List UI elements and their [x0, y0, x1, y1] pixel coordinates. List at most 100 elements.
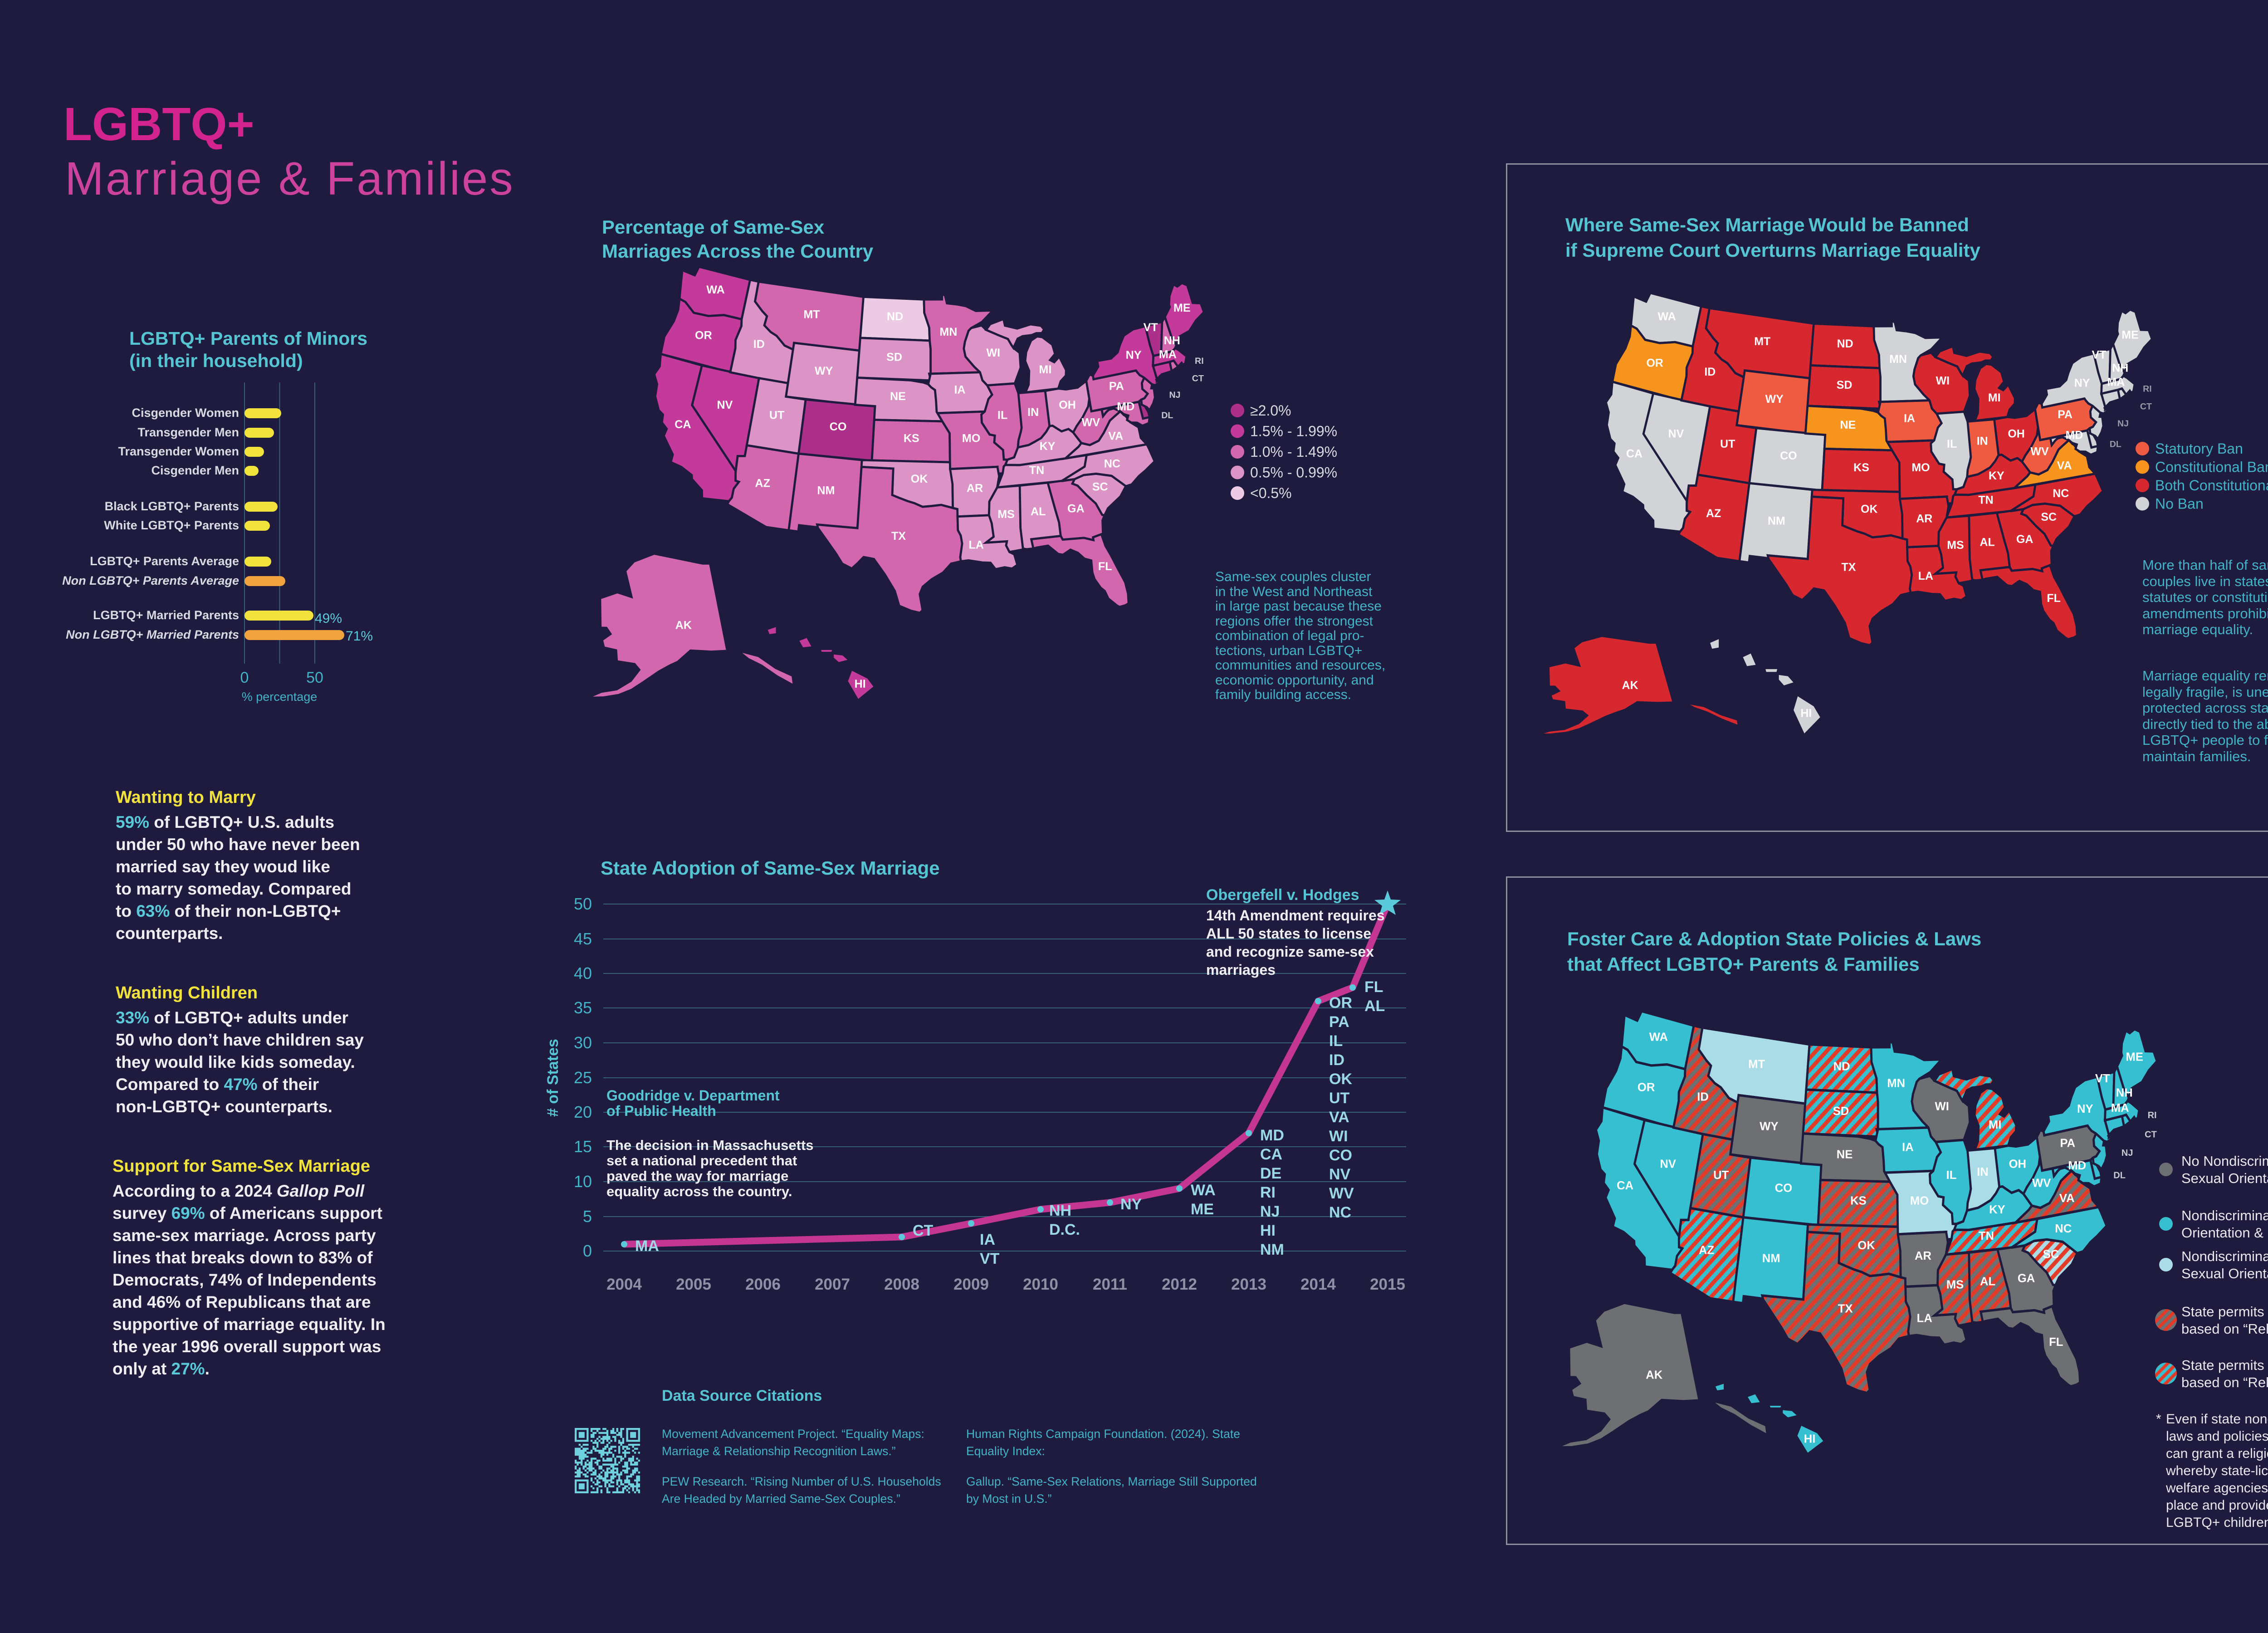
- svg-text:HI: HI: [1800, 707, 1812, 720]
- svg-text:RI: RI: [2143, 384, 2152, 394]
- svg-text:Nondiscrimination Laws for: Nondiscrimination Laws for: [2181, 1248, 2268, 1264]
- svg-text:NJ: NJ: [2121, 1148, 2133, 1158]
- svg-text:ID: ID: [1704, 366, 1716, 378]
- svg-text:50: 50: [574, 895, 592, 913]
- svg-text:MD: MD: [2065, 429, 2083, 442]
- svg-text:MS: MS: [1946, 1278, 1964, 1291]
- svg-text:2006: 2006: [745, 1276, 781, 1293]
- svg-text:UT: UT: [769, 409, 785, 421]
- svg-text:MN: MN: [1887, 1077, 1905, 1090]
- svg-text:NV: NV: [717, 399, 733, 411]
- svg-text:SD: SD: [886, 351, 902, 364]
- svg-text:WA: WA: [706, 284, 724, 296]
- svg-text:NC: NC: [2055, 1222, 2072, 1235]
- svg-text:TN: TN: [1979, 1230, 1994, 1242]
- svg-text:AL: AL: [1980, 1275, 1995, 1288]
- svg-text:KY: KY: [1989, 469, 2004, 482]
- svg-text:IN: IN: [1027, 406, 1039, 419]
- svg-text:ID: ID: [753, 338, 765, 351]
- svg-text:45: 45: [574, 929, 592, 948]
- svg-text:ND: ND: [887, 310, 903, 323]
- svg-text:IL: IL: [1947, 438, 1957, 450]
- svg-text:MO: MO: [962, 432, 980, 445]
- svg-text:OK: OK: [1857, 1239, 1875, 1252]
- svg-text:ND: ND: [1833, 1061, 1850, 1073]
- svg-text:State permits discrimination: State permits discrimination: [2181, 1304, 2268, 1320]
- svg-text:PA: PA: [1109, 380, 1124, 393]
- svg-text:PA: PA: [2060, 1137, 2075, 1150]
- svg-text:TN: TN: [1978, 494, 1993, 507]
- svg-text:1.0% - 1.49%: 1.0% - 1.49%: [1250, 444, 1337, 460]
- svg-text:CO: CO: [830, 420, 847, 433]
- svg-text:MI: MI: [1988, 391, 2001, 404]
- svg-text:OK: OK: [911, 473, 928, 485]
- svg-text:<0.5%: <0.5%: [1250, 485, 1292, 501]
- svg-text:2015: 2015: [1370, 1276, 1405, 1293]
- svg-text:based on “Religious Beliefs”: based on “Religious Beliefs”: [2181, 1374, 2268, 1390]
- svg-text:ME: ME: [2126, 1051, 2143, 1063]
- svg-text:CT: CT: [2145, 1130, 2157, 1140]
- svg-text:TX: TX: [1842, 561, 1856, 574]
- svg-text:FL: FL: [2047, 592, 2060, 605]
- svg-text:NC: NC: [1104, 457, 1120, 470]
- svg-text:KY: KY: [1040, 440, 1056, 453]
- svg-text:2004: 2004: [606, 1276, 642, 1293]
- svg-text:GA: GA: [1067, 502, 1085, 515]
- svg-text:Constitutional Ban: Constitutional Ban: [2155, 459, 2268, 475]
- svg-text:OR: OR: [1637, 1081, 1655, 1094]
- svg-text:ME: ME: [2121, 329, 2138, 342]
- svg-text:CO: CO: [1775, 1182, 1792, 1194]
- svg-text:TX: TX: [1838, 1302, 1853, 1315]
- svg-text:SC: SC: [1092, 481, 1108, 494]
- svg-text:NE: NE: [1840, 419, 1856, 431]
- svg-text:NV: NV: [1668, 427, 1684, 440]
- svg-text:IL: IL: [1946, 1169, 1957, 1182]
- svg-text:1.5% - 1.99%: 1.5% - 1.99%: [1250, 423, 1337, 440]
- svg-text:ME: ME: [1173, 302, 1191, 314]
- svg-text:AL: AL: [1980, 536, 1994, 548]
- svg-text:NH: NH: [2116, 1087, 2133, 1100]
- svg-text:NY: NY: [1126, 349, 1142, 362]
- svg-text:WI: WI: [986, 347, 1000, 359]
- svg-text:CT: CT: [2140, 402, 2152, 412]
- svg-text:AL: AL: [1031, 505, 1046, 518]
- svg-text:MN: MN: [939, 326, 957, 338]
- svg-text:Nondiscrimination Laws for Sex: Nondiscrimination Laws for Sexual: [2181, 1208, 2268, 1223]
- svg-text:0: 0: [240, 669, 249, 686]
- svg-text:MT: MT: [1754, 335, 1770, 348]
- svg-text:WY: WY: [1765, 393, 1784, 406]
- svg-text:KS: KS: [1853, 461, 1869, 474]
- svg-text:LA: LA: [1917, 1312, 1932, 1325]
- svg-text:WV: WV: [2032, 1177, 2051, 1190]
- svg-text:VT: VT: [2095, 1072, 2110, 1085]
- svg-text:ID: ID: [1697, 1090, 1709, 1103]
- svg-text:MO: MO: [1911, 461, 1930, 474]
- svg-text:PA: PA: [2058, 408, 2072, 421]
- svg-text:MT: MT: [1748, 1058, 1765, 1071]
- svg-text:RI: RI: [1195, 356, 1204, 366]
- svg-text:MN: MN: [1889, 353, 1907, 366]
- svg-text:5: 5: [583, 1207, 592, 1226]
- svg-text:NJ: NJ: [1169, 390, 1181, 400]
- svg-text:AR: AR: [1916, 512, 1932, 525]
- svg-text:NC: NC: [2053, 487, 2069, 500]
- svg-text:50: 50: [306, 669, 323, 686]
- svg-text:MS: MS: [1947, 539, 1964, 552]
- svg-text:OH: OH: [2008, 427, 2024, 440]
- svg-text:0.5% - 0.99%: 0.5% - 0.99%: [1250, 464, 1337, 481]
- svg-text:MS: MS: [997, 508, 1015, 521]
- svg-text:2013: 2013: [1231, 1276, 1266, 1293]
- svg-text:SC: SC: [2043, 1248, 2059, 1261]
- svg-text:VT: VT: [2092, 348, 2107, 361]
- svg-text:MA: MA: [1159, 348, 1177, 361]
- svg-text:49%: 49%: [315, 611, 342, 626]
- svg-text:SD: SD: [1833, 1105, 1849, 1118]
- svg-text:25: 25: [574, 1068, 592, 1087]
- svg-text:AR: AR: [1915, 1250, 1931, 1262]
- svg-text:WA: WA: [1658, 310, 1676, 323]
- svg-text:NY: NY: [2077, 1103, 2093, 1115]
- svg-text:WI: WI: [1936, 374, 1950, 387]
- svg-text:MA: MA: [2111, 1102, 2129, 1115]
- svg-text:AR: AR: [967, 482, 983, 495]
- svg-text:GA: GA: [2016, 533, 2033, 546]
